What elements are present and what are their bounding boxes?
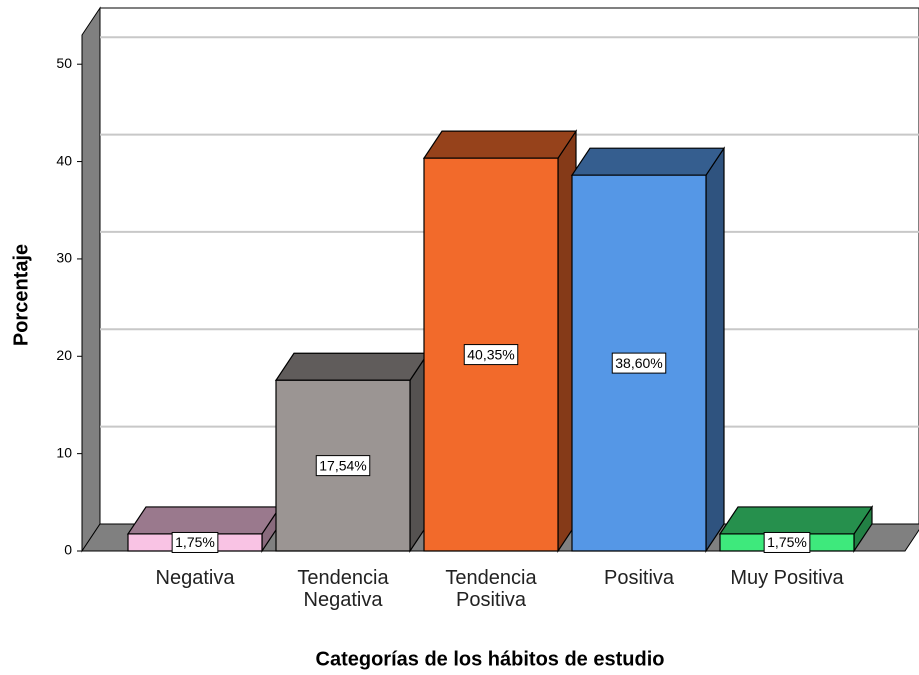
x-tick-label: Tendencia Positiva xyxy=(445,567,537,611)
y-tick-label: 30 xyxy=(56,250,72,266)
left-wall xyxy=(81,6,101,553)
value-label-box xyxy=(171,531,219,553)
y-tick-label: 0 xyxy=(64,542,72,558)
y-tick-label: 20 xyxy=(56,347,72,363)
value-label: 40,35% xyxy=(467,346,514,362)
value-label: 38,60% xyxy=(615,355,662,371)
y-tick-label: 40 xyxy=(56,152,72,168)
y-tick-label: 50 xyxy=(56,55,72,71)
x-tick-label: Negativa xyxy=(155,567,235,589)
value-label: 1,75% xyxy=(767,534,807,550)
value-label-box xyxy=(763,531,811,553)
bar-side xyxy=(705,146,725,553)
value-label: 17,54% xyxy=(319,457,366,473)
value-label-box xyxy=(463,344,519,366)
x-tick-label: Positiva xyxy=(603,567,675,589)
bar xyxy=(422,129,578,553)
value-label-box xyxy=(611,352,667,374)
x-tick-label: Muy Positiva xyxy=(730,567,844,589)
bar-top xyxy=(718,506,874,535)
x-tick-label: Tendencia Negativa xyxy=(297,567,389,611)
y-tick-label: 10 xyxy=(56,444,72,460)
bar-top xyxy=(422,130,578,159)
y-axis-label: Porcentaje xyxy=(10,244,32,346)
bar-top xyxy=(570,147,726,176)
bar-top xyxy=(126,506,282,535)
bar-top xyxy=(274,352,430,381)
bar xyxy=(274,351,430,553)
bar xyxy=(126,504,282,553)
x-axis-label: Categorías de los hábitos de estudio xyxy=(316,648,665,670)
value-label: 1,75% xyxy=(175,534,215,550)
bar xyxy=(570,146,726,553)
value-label-box xyxy=(315,455,371,477)
